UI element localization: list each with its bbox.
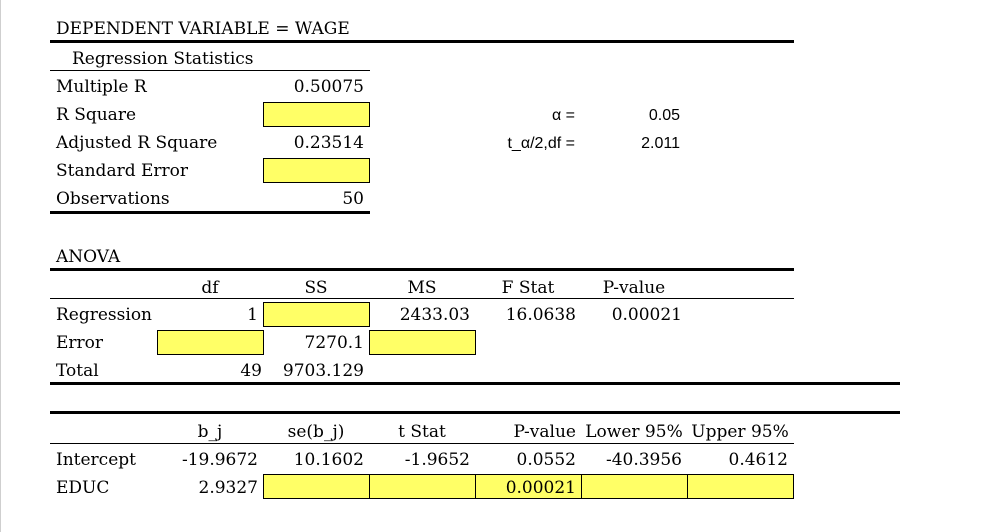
anova-label-regression: Regression [56, 305, 152, 325]
anova-regression-ss-input-cell[interactable] [263, 302, 370, 327]
anova-error-ms-input-cell[interactable] [369, 330, 476, 355]
coef-intercept-lower-95: -40.3956 [605, 450, 682, 470]
anova-regression-p-value: 0.00021 [611, 305, 682, 325]
t-critical-value: 2.011 [641, 135, 680, 152]
regstat-label-adjusted-r-square: Adjusted R Square [56, 133, 218, 153]
r-square-input-cell[interactable] [263, 102, 370, 127]
coef-rule-top [50, 411, 900, 414]
coef-educ-se-input-cell[interactable] [263, 474, 370, 499]
regstat-value-multiple-r: 0.50075 [293, 77, 364, 97]
coef-header-bj: b_j [197, 422, 223, 442]
anova-header-rule [50, 298, 794, 299]
coef-intercept-b: -19.9672 [181, 450, 258, 470]
anova-header-p-value: P-value [602, 278, 666, 298]
coef-educ-p-value-cell [475, 474, 582, 499]
anova-rule-bottom [50, 382, 900, 385]
coef-header-se: se(b_j) [287, 422, 345, 442]
regression-statistics-title: Regression Statistics [72, 49, 254, 69]
regstat-value-observations: 50 [342, 189, 364, 209]
anova-header-f-stat: F Stat [501, 278, 555, 298]
anova-total-ss: 9703.129 [282, 361, 364, 381]
standard-error-input-cell[interactable] [263, 158, 370, 183]
coef-label-intercept: Intercept [56, 450, 136, 470]
anova-regression-f-stat: 16.0638 [505, 305, 576, 325]
anova-regression-ms: 2433.03 [399, 305, 470, 325]
regstat-label-r-square: R Square [56, 105, 137, 125]
coef-header-lower-95: Lower 95% [585, 422, 683, 442]
coef-educ-lower-95-input-cell[interactable] [581, 474, 688, 499]
window-left-edge [0, 0, 1, 532]
anova-header-df: df [201, 278, 219, 298]
alpha-label: α = [551, 107, 575, 124]
coef-educ-p-value: 0.00021 [505, 478, 576, 498]
anova-header-ms: MS [407, 278, 437, 298]
coef-educ-b: 2.9327 [198, 478, 258, 498]
dependent-variable-title: DEPENDENT VARIABLE = WAGE [56, 19, 350, 39]
anova-regression-df: 1 [247, 305, 258, 325]
alpha-value: 0.05 [648, 107, 680, 124]
coef-educ-upper-95-input-cell[interactable] [687, 474, 794, 499]
header-rule [50, 40, 794, 43]
coef-intercept-p-value: 0.0552 [516, 450, 576, 470]
coef-label-educ: EDUC [56, 478, 110, 498]
regstat-label-multiple-r: Multiple R [56, 77, 147, 97]
anova-rule-top [50, 268, 794, 271]
anova-label-total: Total [56, 361, 99, 381]
coef-header-upper-95: Upper 95% [691, 422, 789, 442]
coef-header-t-stat: t Stat [398, 422, 446, 442]
anova-label-error: Error [56, 333, 104, 353]
coef-intercept-t-stat: -1.9652 [404, 450, 470, 470]
coef-header-p-value: P-value [513, 422, 576, 442]
regstats-rule-bottom [50, 211, 370, 214]
anova-error-df-input-cell[interactable] [157, 330, 264, 355]
regstats-rule-top [50, 70, 370, 71]
coef-header-rule [50, 443, 794, 444]
coef-educ-t-stat-input-cell[interactable] [369, 474, 476, 499]
anova-header-ss: SS [304, 278, 328, 298]
anova-error-ss: 7270.1 [304, 333, 364, 353]
t-critical-label: t_α/2,df = [507, 135, 575, 152]
anova-total-df: 49 [240, 361, 262, 381]
regstat-value-adjusted-r-square: 0.23514 [293, 133, 364, 153]
coef-intercept-upper-95: 0.4612 [728, 450, 788, 470]
regstat-label-standard-error: Standard Error [56, 161, 189, 181]
anova-title: ANOVA [56, 247, 121, 267]
regstat-label-observations: Observations [56, 189, 170, 209]
coef-intercept-se: 10.1602 [293, 450, 364, 470]
